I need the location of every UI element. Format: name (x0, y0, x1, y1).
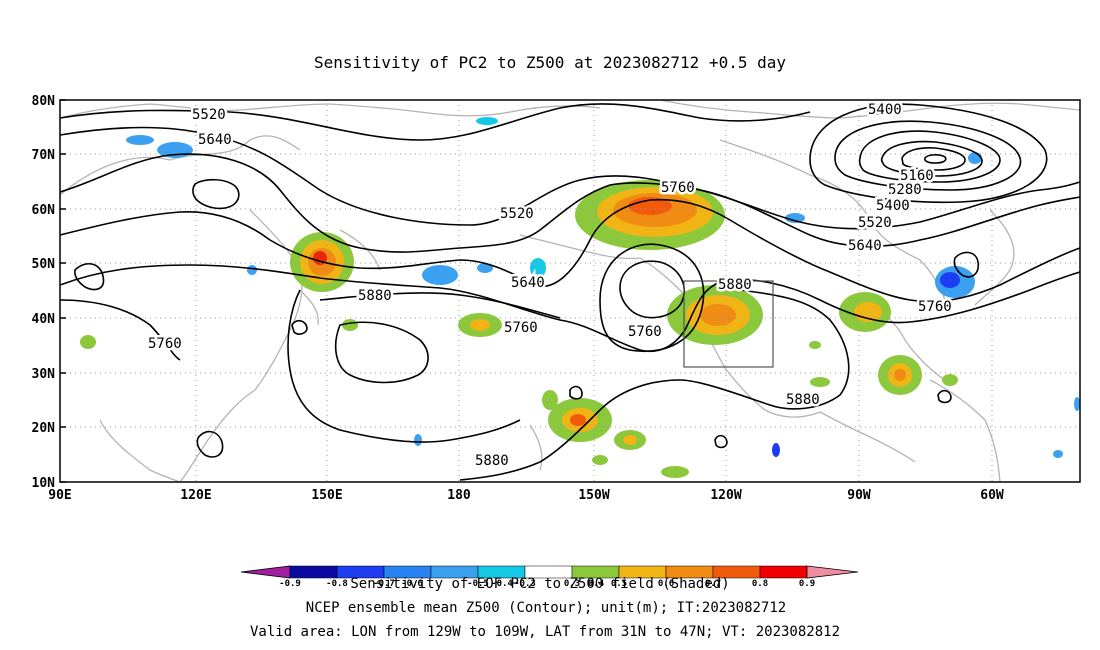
lat-label: 50N (32, 257, 56, 272)
contour-label: 5640 (848, 238, 882, 254)
lon-label: 150W (578, 488, 609, 503)
colorbar-swatch (289, 565, 338, 579)
caption-line-3: Valid area: LON from 129W to 109W, LAT f… (250, 624, 840, 640)
contour-label: 5880 (786, 392, 820, 408)
lon-label: 90W (847, 488, 871, 503)
coastlines (59, 99, 1081, 483)
contour-label: 5160 (900, 168, 934, 184)
lat-label: 80N (32, 94, 56, 109)
colorbar-tick: -0.7 (373, 579, 395, 589)
contour-label: 5760 (628, 324, 662, 340)
valid-area-box (683, 280, 774, 368)
contour-label: 5400 (868, 102, 902, 118)
lon-label-group: 90E 120E 150E 180 150W 120W 90W 60W (48, 488, 1004, 503)
map-frame (59, 99, 1081, 483)
colorbar-tick: -0.5 (467, 579, 489, 589)
contour-label: 5640 (198, 132, 232, 148)
colorbar-tick: 0.9 (799, 579, 815, 589)
colorbar-tick: 0.4 (588, 579, 605, 589)
lat-label: 60N (32, 203, 56, 218)
lat-label: 10N (32, 476, 56, 491)
colorbar-tick: -0.4 (491, 579, 513, 589)
lat-label-group: 80N 70N 60N 50N 40N 30N 20N 10N (32, 94, 56, 491)
lat-label: 40N (32, 312, 56, 327)
contour-label: 5640 (511, 275, 545, 291)
colorbar-tick: 0.7 (705, 579, 721, 589)
caption-line-1: Sensitivity of EOF PC2 to Z500 field (Sh… (350, 576, 729, 592)
colorbar-tick: -0.6 (401, 579, 423, 589)
colorbar-tick: 0.6 (658, 579, 674, 589)
contour-label: 5520 (192, 107, 226, 123)
contour-label: 5520 (500, 206, 534, 222)
contour-label: 5880 (358, 288, 392, 304)
contour-label: 5760 (148, 336, 182, 352)
contour-label: 5280 (888, 182, 922, 198)
colorbar-tick: -0.9 (279, 579, 301, 589)
contour-label-group: 5520 5640 5400 5160 5280 5400 5520 5640 … (146, 100, 955, 472)
contour-label: 5760 (504, 320, 538, 336)
contour-label: 5400 (876, 198, 910, 214)
colorbar-right-arrow (806, 565, 859, 579)
contour-label: 5760 (918, 299, 952, 315)
lat-label: 20N (32, 421, 56, 436)
lon-label: 120E (180, 488, 211, 503)
colorbar-tick: 0.3 (564, 579, 580, 589)
colorbar-left-arrow (240, 565, 291, 579)
lat-ticks (60, 99, 66, 483)
caption-line-2: NCEP ensemble mean Z500 (Contour); unit(… (306, 600, 786, 616)
contour-label: 5880 (475, 453, 509, 469)
contour-label: 5880 (718, 277, 752, 293)
colorbar-tick: 0.5 (611, 579, 627, 589)
map-title: Sensitivity of PC2 to Z500 at 2023082712… (314, 53, 786, 72)
z500-contours (59, 103, 1081, 481)
lon-label: 150E (311, 488, 342, 503)
colorbar: -0.9 -0.8 -0.7 -0.6 -0.5 -0.4 -0.3 0.3 0… (240, 565, 859, 589)
colorbar-tick-group: -0.9 -0.8 -0.7 -0.6 -0.5 -0.4 -0.3 0.3 0… (279, 579, 815, 589)
colorbar-swatch (759, 565, 808, 579)
contour-label: 5520 (858, 215, 892, 231)
lon-label: 90E (48, 488, 71, 503)
colorbar-tick: -0.8 (326, 579, 348, 589)
colorbar-tick: 0.8 (752, 579, 768, 589)
lat-label: 30N (32, 367, 56, 382)
lon-label: 120W (710, 488, 741, 503)
lat-label: 70N (32, 148, 56, 163)
sensitivity-shading (80, 117, 1080, 478)
lon-label: 180 (447, 488, 471, 503)
map-panel: 5520 5640 5400 5160 5280 5400 5520 5640 … (32, 94, 1081, 503)
colorbar-tick: -0.3 (514, 579, 536, 589)
contour-label: 5760 (661, 180, 695, 196)
lon-label: 60W (980, 488, 1004, 503)
